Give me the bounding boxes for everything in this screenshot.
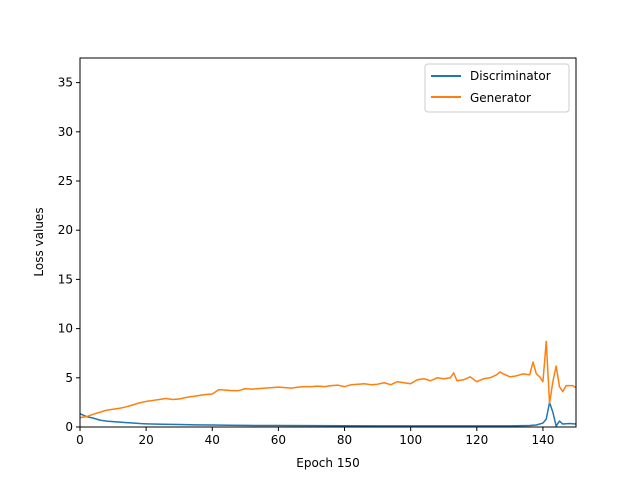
y-tick-label: 20	[58, 223, 73, 237]
x-axis-label: Epoch 150	[296, 456, 359, 470]
x-tick-label: 140	[531, 433, 554, 447]
x-tick-label: 120	[465, 433, 488, 447]
x-axis-ticks: 0 20 40 60 80 100 120 140	[76, 427, 554, 447]
y-tick-label: 0	[65, 420, 73, 434]
x-tick-label: 0	[76, 433, 84, 447]
x-tick-label: 20	[138, 433, 153, 447]
y-axis-label: Loss values	[32, 207, 46, 276]
plot-frame	[79, 57, 577, 428]
x-tick-label: 100	[399, 433, 422, 447]
x-tick-label: 60	[271, 433, 286, 447]
y-tick-label: 30	[58, 125, 73, 139]
y-tick-label: 15	[58, 272, 73, 286]
y-tick-label: 5	[65, 371, 73, 385]
legend-label-generator: Generator	[470, 91, 531, 105]
series-line-discriminator	[79, 401, 577, 427]
y-tick-label: 10	[58, 322, 73, 336]
y-tick-label: 25	[58, 174, 73, 188]
series-line-generator	[79, 340, 577, 419]
x-tick-label: 80	[337, 433, 352, 447]
y-axis-ticks: 0 5 10 15 20 25 30 35	[58, 76, 80, 434]
legend: Discriminator Generator	[424, 63, 570, 113]
plot-lines	[79, 340, 577, 427]
y-tick-label: 35	[58, 76, 73, 90]
legend-label-discriminator: Discriminator	[470, 69, 551, 83]
x-tick-label: 40	[205, 433, 220, 447]
